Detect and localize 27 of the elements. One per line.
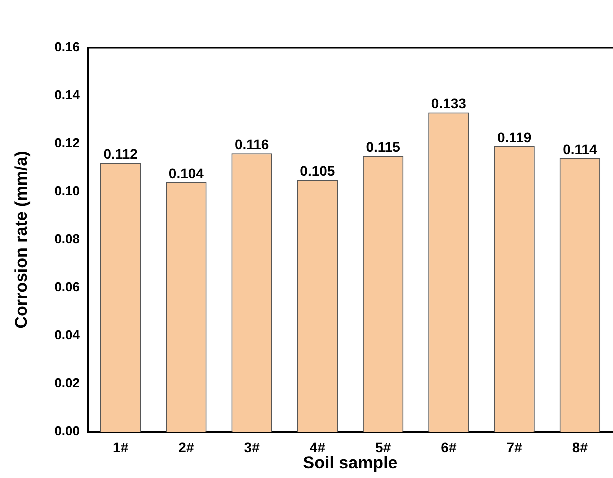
y-tick-label: 0.06 [54, 280, 80, 295]
data-label: 0.119 [497, 129, 532, 146]
y-axis-title: Corrosion rate (mm/a) [12, 151, 31, 329]
x-tick-label: 2# [178, 439, 194, 456]
x-axis-title: Soil sample [303, 453, 398, 472]
data-label: 0.115 [366, 138, 401, 155]
y-tick-label: 0.08 [54, 232, 80, 247]
data-label: 0.116 [234, 136, 270, 152]
x-tick-label: 5# [376, 439, 392, 456]
data-label: 0.104 [168, 165, 204, 182]
data-label: 0.133 [431, 96, 467, 112]
x-tick-label: 3# [244, 439, 260, 456]
x-tick-label: 6# [441, 439, 457, 456]
y-tick-label: 0.10 [54, 184, 80, 199]
x-tick-label: 7# [506, 439, 523, 456]
x-tick-label: 8# [572, 439, 588, 456]
y-tick-label: 0.16 [54, 40, 80, 55]
data-label: 0.105 [300, 162, 336, 179]
y-tick-label: 0.14 [54, 88, 81, 103]
data-label: 0.112 [104, 146, 138, 162]
y-tick-label: 0.00 [54, 424, 80, 439]
y-tick-label: 0.02 [54, 376, 80, 391]
y-tick-label: 0.12 [54, 136, 80, 151]
x-tick-label: 4# [310, 439, 326, 456]
data-label: 0.114 [563, 141, 598, 158]
y-tick-label: 0.04 [54, 328, 81, 343]
x-tick-label: 1# [113, 439, 129, 456]
